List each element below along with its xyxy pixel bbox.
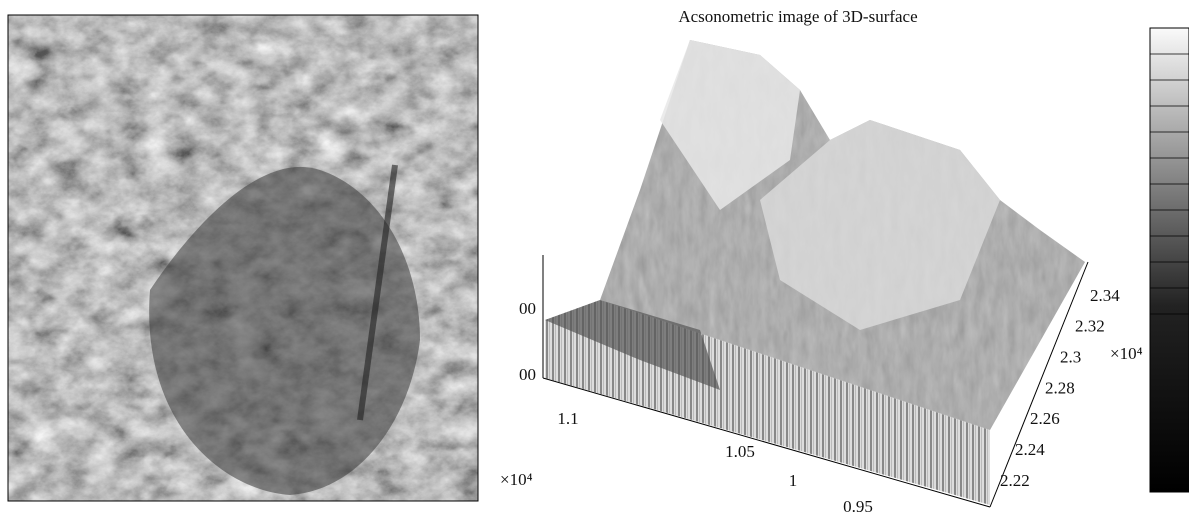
y-tick-label: 2.22 [1000,471,1030,490]
x-tick-label: 0.95 [843,497,873,516]
y-tick-label: 2.3 [1060,348,1081,367]
figure: Acsonometric image of 3D-surface ×10⁴ ×1… [0,0,1189,517]
colorbar [1150,28,1189,492]
x-tick-label: 1.1 [557,409,578,428]
y-tick-label: 2.34 [1090,286,1120,305]
y-tick-label: 2.26 [1030,409,1060,428]
y-tick-label: 2.24 [1015,440,1045,459]
plot-title: Acsonometric image of 3D-surface [678,7,917,26]
z-tick-label: 00 [519,299,536,318]
y-multiplier: ×10⁴ [1110,344,1143,363]
surface-plot: Acsonometric image of 3D-surface ×10⁴ ×1… [500,7,1143,507]
aerial-photo [8,15,478,501]
y-tick-label: 2.28 [1045,378,1075,397]
x-multiplier: ×10⁴ [500,470,533,489]
z-tick-label: 00 [519,365,536,384]
x-tick-label: 1 [789,471,798,490]
x-tick-label: 1.05 [725,442,755,461]
y-tick-label: 2.32 [1075,317,1105,336]
